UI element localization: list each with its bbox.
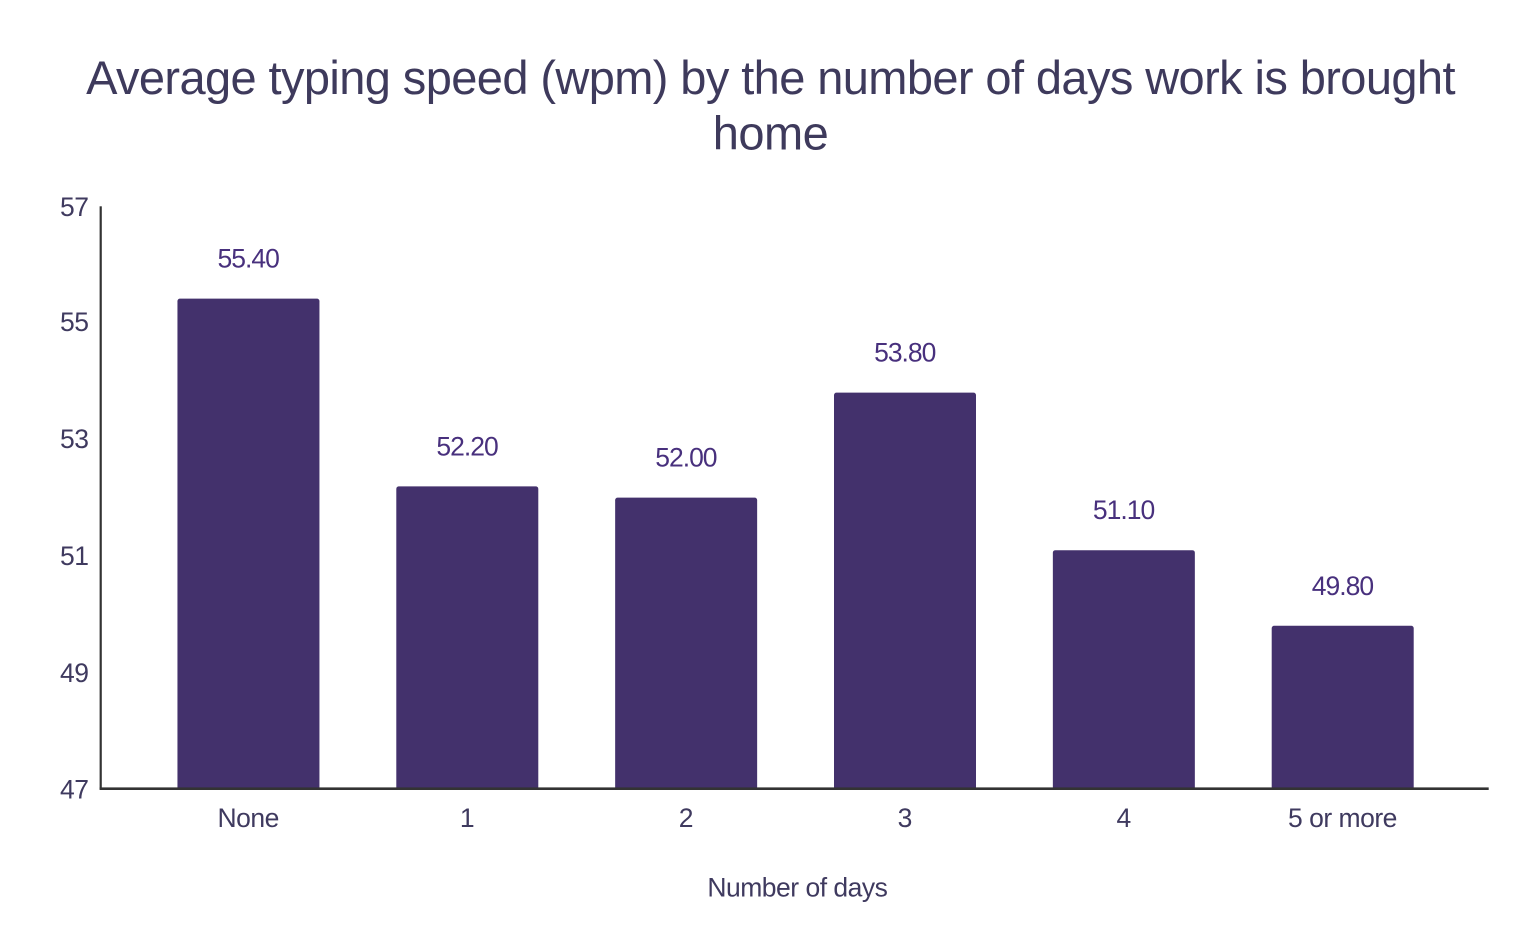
svg-text:3: 3	[898, 803, 912, 833]
svg-text:49.80: 49.80	[1312, 571, 1374, 601]
svg-text:home: home	[713, 106, 829, 159]
svg-text:51: 51	[60, 541, 88, 571]
svg-text:53: 53	[60, 424, 88, 454]
svg-text:Average typing speed (wpm) by: Average typing speed (wpm) by the number…	[86, 51, 1455, 104]
svg-text:53.80: 53.80	[874, 338, 936, 368]
svg-text:52.00: 52.00	[655, 443, 717, 473]
svg-text:2: 2	[679, 803, 693, 833]
svg-text:47: 47	[60, 775, 88, 805]
svg-text:None: None	[218, 803, 279, 833]
svg-text:49: 49	[60, 658, 88, 688]
svg-text:5 or more: 5 or more	[1288, 803, 1397, 833]
svg-text:55: 55	[60, 307, 88, 337]
svg-text:57: 57	[60, 192, 88, 222]
svg-text:52.20: 52.20	[436, 431, 498, 461]
svg-text:55.40: 55.40	[218, 244, 280, 274]
svg-text:51.10: 51.10	[1093, 495, 1155, 525]
svg-text:4: 4	[1116, 803, 1130, 833]
svg-text:Number of days: Number of days	[707, 872, 887, 902]
svg-text:1: 1	[460, 803, 474, 833]
